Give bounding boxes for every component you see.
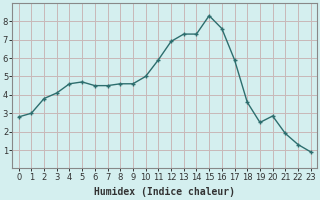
X-axis label: Humidex (Indice chaleur): Humidex (Indice chaleur) bbox=[94, 187, 235, 197]
